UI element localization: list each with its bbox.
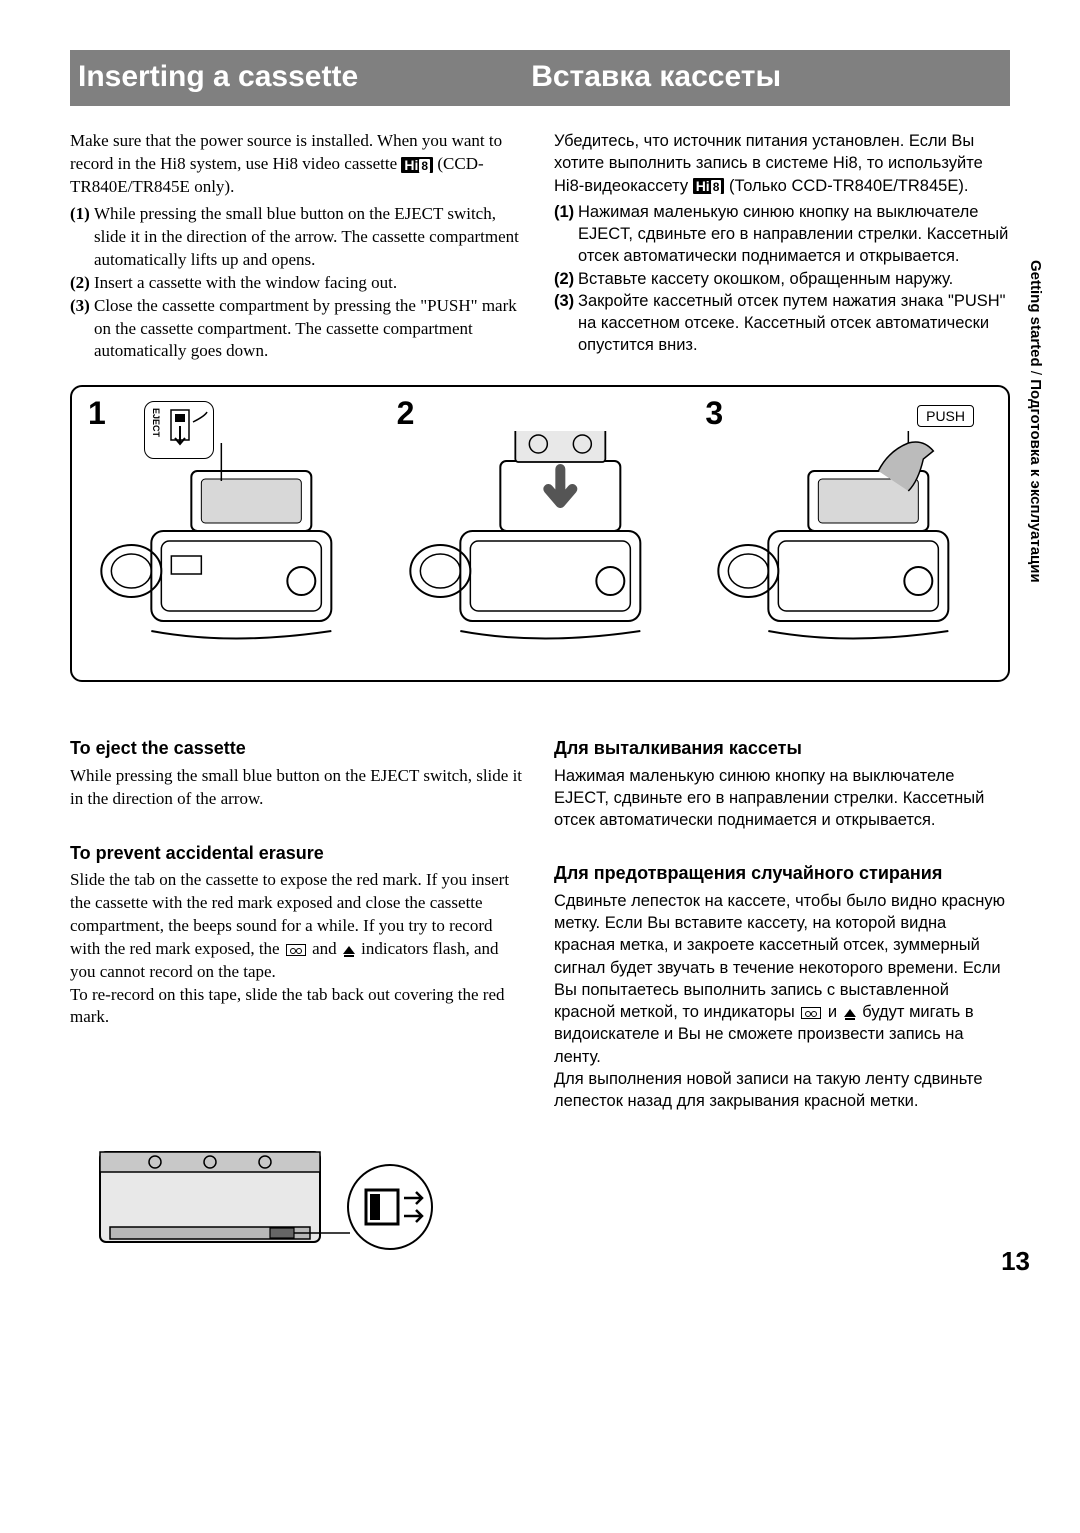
prevent-heading-ru: Для предотвращения случайного стирания (554, 861, 1010, 885)
prevent-text2-en: To re-record on this tape, slide the tab… (70, 984, 526, 1030)
cassette-icon (801, 1007, 821, 1019)
intro-columns: Make sure that the power source is insta… (70, 130, 1010, 363)
eject-icon (343, 946, 355, 954)
hi8-icon: 8 (401, 157, 433, 173)
prevent-text-ru: Сдвиньте лепесток на кассете, чтобы было… (554, 890, 1010, 1068)
side-tab-sep: / (1027, 367, 1044, 380)
step-row: (3)Закройте кассетный отсек путем нажати… (554, 290, 1010, 357)
eject-text-ru: Нажимая маленькую синюю кнопку на выключ… (554, 765, 1010, 832)
push-callout: PUSH (917, 405, 974, 427)
eject-heading-en: To eject the cassette (70, 736, 526, 760)
camcorder-icon (82, 431, 381, 661)
step-ru-3: Закройте кассетный отсек путем нажатия з… (578, 290, 1010, 357)
step-en-2: Insert a cassette with the window facing… (94, 272, 526, 295)
diagram-num-1: 1 (88, 395, 106, 432)
cassette-diagram (70, 1132, 490, 1262)
lower-en: To eject the cassette While pressing the… (70, 706, 526, 1112)
lower-columns: To eject the cassette While pressing the… (70, 706, 1010, 1112)
diagram-num-2: 2 (397, 395, 415, 432)
title-en: Inserting a cassette (70, 60, 521, 94)
hi8-icon: 8 (693, 178, 725, 194)
side-tab-ru: Подготовка к эксплуатации (1027, 379, 1044, 583)
eject-heading-ru: Для выталкивания кассеты (554, 736, 1010, 760)
step-row: (1)Нажимая маленькую синюю кнопку на вык… (554, 201, 1010, 268)
diagram-cell-3: 3 PUSH (699, 397, 998, 666)
step-ru-2: Вставьте кассету окошком, обращенным нар… (578, 268, 1010, 290)
intro-en: Make sure that the power source is insta… (70, 130, 526, 363)
step-ru-1: Нажимая маленькую синюю кнопку на выключ… (578, 201, 1010, 268)
diagram-num-3: 3 (705, 395, 723, 432)
eject-icon (844, 1009, 856, 1017)
title-ru: Вставка кассеты (521, 60, 1010, 94)
step-row: (3)Close the cassette compartment by pre… (70, 295, 526, 364)
step-row: (2)Вставьте кассету окошком, обращенным … (554, 268, 1010, 290)
intro-ru-b: (Только CCD-TR840E/TR845E). (724, 177, 968, 195)
diagram-cell-2: 2 (391, 397, 690, 666)
eject-text-en: While pressing the small blue button on … (70, 765, 526, 811)
prevent-text-en: Slide the tab on the cassette to expose … (70, 869, 526, 984)
step-en-1: While pressing the small blue button on … (94, 203, 526, 272)
diagram-box: 1 EJECT (70, 385, 1010, 682)
camcorder-icon (391, 431, 690, 661)
eject-callout: EJECT (144, 401, 214, 459)
step-row: (1)While pressing the small blue button … (70, 203, 526, 272)
intro-ru: Убедитесь, что источник питания установл… (554, 130, 1010, 363)
camcorder-icon (699, 431, 998, 661)
diagram-cell-1: 1 EJECT (82, 397, 381, 666)
side-tab-en: Getting started (1027, 260, 1044, 367)
page-number: 13 (1001, 1246, 1030, 1277)
side-tab: Getting started / Подготовка к эксплуата… (1027, 260, 1044, 583)
lower-ru: Для выталкивания кассеты Нажимая маленьк… (554, 706, 1010, 1112)
title-bar: Inserting a cassette Вставка кассеты (70, 50, 1010, 106)
cassette-icon (286, 944, 306, 956)
prevent-heading-en: To prevent accidental erasure (70, 841, 526, 865)
prevent-text2-ru: Для выполнения новой записи на такую лен… (554, 1068, 1010, 1113)
step-en-3: Close the cassette compartment by pressi… (94, 295, 526, 364)
step-row: (2)Insert a cassette with the window fac… (70, 272, 526, 295)
